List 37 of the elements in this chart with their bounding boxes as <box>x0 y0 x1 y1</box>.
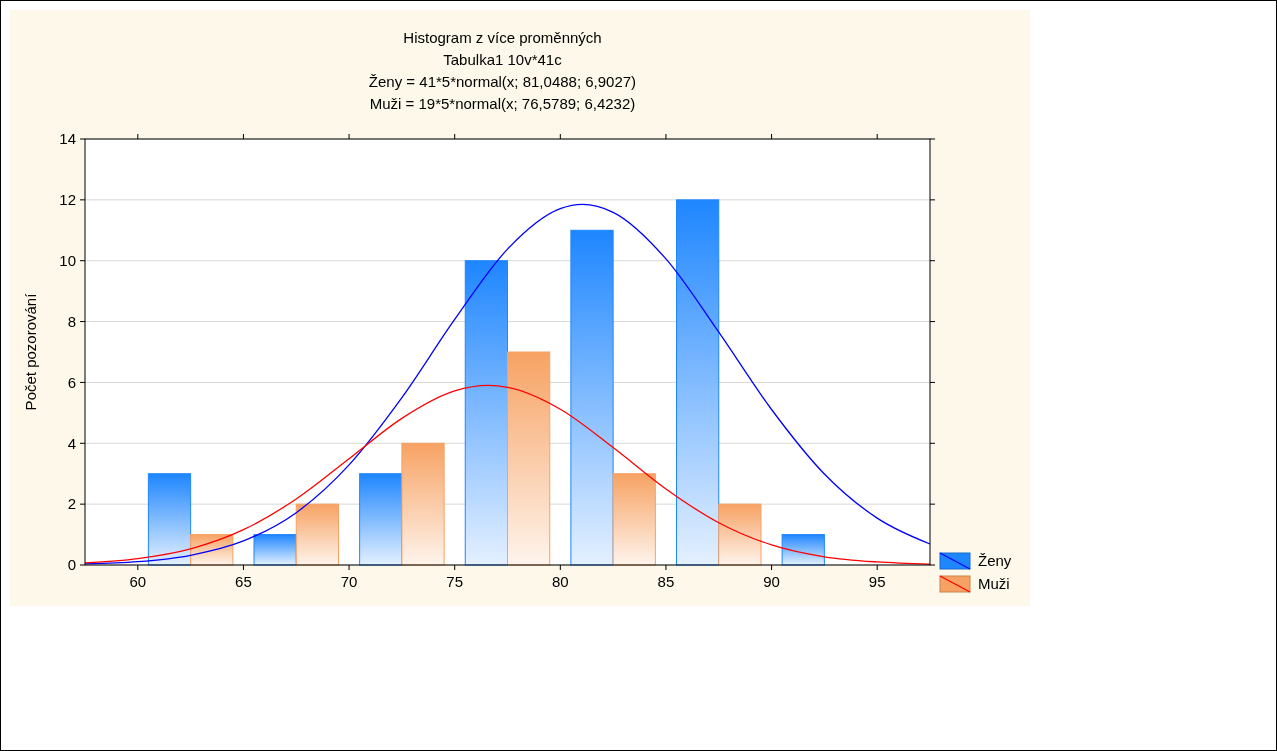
y-axis-title: Počet pozorování <box>22 292 39 411</box>
bar <box>464 260 508 566</box>
legend-label: Ženy <box>978 552 1012 570</box>
x-tick-label: 85 <box>657 573 675 590</box>
y-tick-label: 14 <box>59 130 76 148</box>
y-tick-label: 10 <box>59 251 76 269</box>
y-tick-label: 12 <box>59 191 76 209</box>
bar <box>359 473 403 566</box>
chart-subtitle: Tabulka1 10v*41c <box>443 51 563 68</box>
x-tick-label: 95 <box>868 573 886 590</box>
y-tick-label: 6 <box>67 373 76 391</box>
bar <box>507 351 551 566</box>
y-tick-label: 2 <box>67 495 76 513</box>
text: Ženy = 41*5*normal(x; 81,0488; 6,9027) <box>368 73 637 90</box>
y-tick-label: 0 <box>67 556 76 574</box>
x-tick-label: 90 <box>763 573 780 590</box>
bar <box>570 229 614 566</box>
bar <box>718 503 762 566</box>
legend-label: Muži <box>978 575 1010 593</box>
x-tick-label: 70 <box>340 573 358 590</box>
bar <box>147 473 192 566</box>
bar <box>401 442 445 566</box>
bar <box>676 199 720 566</box>
bar <box>295 503 339 566</box>
y-tick-label: 4 <box>67 434 76 452</box>
bar <box>253 534 297 566</box>
bar <box>781 534 825 566</box>
x-tick-label: 60 <box>129 573 147 590</box>
x-tick-label: 80 <box>551 573 569 590</box>
line-series <box>84 203 931 565</box>
text: Muži = 19*5*normal(x; 76,5789; 6,4232) <box>369 95 636 112</box>
x-tick-label: 75 <box>446 573 464 590</box>
y-tick-label: 8 <box>67 312 76 330</box>
chart-title: Histogram z více proměnných <box>403 29 602 46</box>
x-tick-label: 65 <box>235 573 252 590</box>
bar <box>612 473 656 566</box>
line-series <box>84 384 931 565</box>
